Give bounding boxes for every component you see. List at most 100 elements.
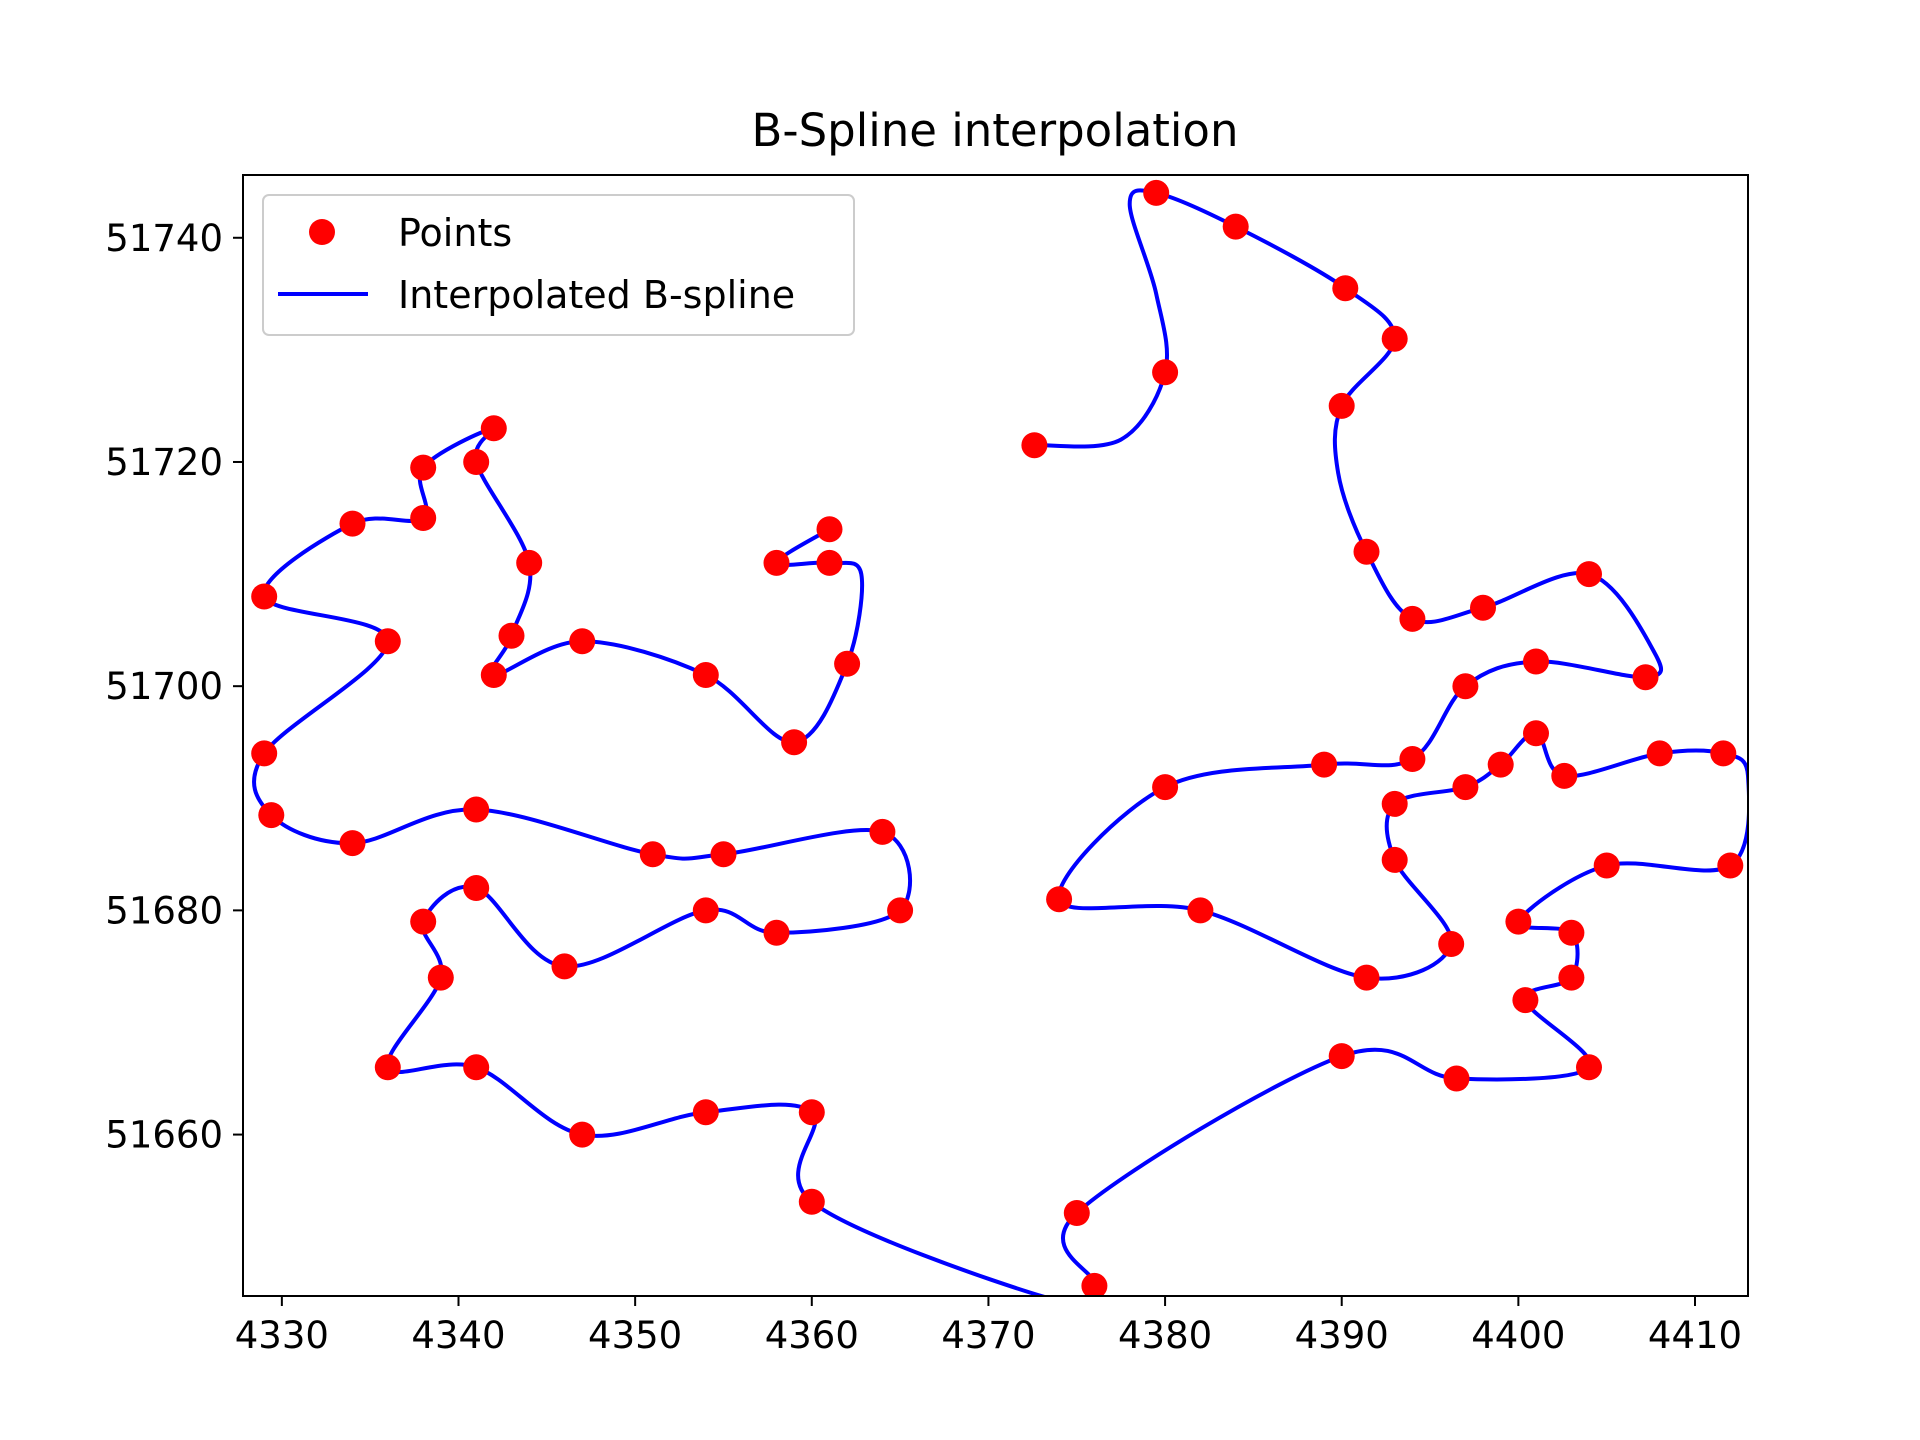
data-point bbox=[1152, 774, 1179, 801]
data-point bbox=[1311, 751, 1338, 778]
data-point bbox=[1332, 275, 1359, 302]
data-point bbox=[1443, 1065, 1470, 1092]
data-point bbox=[410, 908, 437, 935]
data-point bbox=[498, 622, 525, 649]
data-point bbox=[1353, 538, 1380, 565]
data-point bbox=[1353, 964, 1380, 991]
data-point bbox=[1576, 561, 1602, 588]
data-point bbox=[1512, 987, 1539, 1014]
data-point bbox=[1063, 1200, 1090, 1226]
data-point bbox=[1399, 746, 1426, 772]
y-tick-label: 51740 bbox=[105, 217, 223, 260]
data-point bbox=[1021, 432, 1048, 459]
data-point bbox=[1046, 886, 1073, 913]
data-point bbox=[463, 796, 490, 823]
data-point bbox=[692, 662, 719, 688]
data-point bbox=[427, 964, 454, 991]
x-axis: 4330 4340 4350 4360 4370 4380 4390 4400 4410 bbox=[235, 1296, 1742, 1357]
legend-points-marker bbox=[309, 219, 335, 245]
y-tick-label: 51700 bbox=[105, 665, 223, 708]
x-tick-label: 4360 bbox=[765, 1314, 859, 1357]
data-point bbox=[551, 953, 578, 980]
y-tick-label: 51660 bbox=[105, 1114, 223, 1157]
data-point bbox=[1717, 852, 1744, 879]
data-point bbox=[251, 740, 278, 767]
chart-title: B-Spline interpolation bbox=[752, 104, 1239, 157]
data-point bbox=[410, 454, 437, 481]
data-point bbox=[1452, 673, 1479, 700]
data-point bbox=[1558, 964, 1585, 991]
data-point bbox=[798, 1099, 825, 1126]
data-point bbox=[410, 505, 437, 531]
data-point bbox=[463, 449, 490, 475]
data-point bbox=[710, 841, 737, 868]
x-tick-label: 4410 bbox=[1648, 1314, 1742, 1357]
data-point bbox=[374, 628, 401, 655]
data-point bbox=[1710, 740, 1737, 767]
points-layer bbox=[251, 179, 1744, 1296]
legend: Points Interpolated B-spline bbox=[262, 194, 855, 336]
data-point bbox=[1328, 1043, 1355, 1070]
plot-area bbox=[242, 174, 1749, 1297]
data-point bbox=[1523, 648, 1549, 675]
data-point bbox=[1381, 790, 1408, 817]
data-point bbox=[1505, 908, 1532, 935]
plot-frame bbox=[242, 174, 1749, 1297]
data-point bbox=[1452, 774, 1479, 801]
data-point bbox=[639, 841, 666, 868]
data-point bbox=[1646, 740, 1673, 767]
data-point bbox=[339, 510, 366, 537]
data-point bbox=[692, 1099, 719, 1126]
data-point bbox=[1081, 1272, 1108, 1296]
data-point bbox=[869, 818, 896, 845]
data-point bbox=[480, 662, 507, 688]
legend-points-label: Points bbox=[398, 211, 512, 255]
data-point bbox=[258, 802, 285, 829]
x-tick-label: 4350 bbox=[588, 1314, 682, 1357]
data-point bbox=[798, 1188, 825, 1215]
data-point bbox=[1381, 846, 1408, 873]
data-point bbox=[1328, 392, 1355, 419]
data-point bbox=[834, 650, 861, 677]
data-point bbox=[763, 549, 790, 576]
data-point bbox=[1399, 605, 1426, 632]
legend-box bbox=[262, 194, 855, 336]
data-point bbox=[763, 919, 790, 946]
data-point bbox=[1558, 919, 1585, 946]
data-point bbox=[1222, 213, 1249, 240]
data-point bbox=[374, 1054, 401, 1081]
data-point bbox=[1551, 762, 1578, 789]
data-point bbox=[1381, 325, 1408, 352]
x-tick-label: 4340 bbox=[411, 1314, 505, 1357]
x-tick-label: 4390 bbox=[1295, 1314, 1389, 1357]
y-tick-label: 51720 bbox=[105, 441, 223, 484]
data-point bbox=[516, 549, 543, 576]
data-point bbox=[816, 516, 843, 543]
x-tick-label: 4400 bbox=[1471, 1314, 1565, 1357]
x-tick-label: 4330 bbox=[235, 1314, 329, 1357]
data-point bbox=[816, 549, 843, 576]
data-point bbox=[569, 1121, 596, 1148]
data-point bbox=[339, 830, 366, 857]
data-point bbox=[463, 875, 490, 901]
data-point bbox=[1523, 720, 1549, 747]
data-point bbox=[1438, 931, 1465, 957]
data-point bbox=[480, 415, 507, 442]
data-point bbox=[1632, 664, 1659, 691]
data-point bbox=[1152, 359, 1179, 386]
data-point bbox=[1576, 1054, 1602, 1081]
legend-spline-label: Interpolated B-spline bbox=[398, 273, 795, 317]
data-point bbox=[887, 897, 914, 924]
data-point bbox=[463, 1054, 490, 1081]
y-tick-label: 51680 bbox=[105, 889, 223, 932]
data-point bbox=[251, 583, 278, 610]
x-tick-label: 4370 bbox=[941, 1314, 1035, 1357]
data-point bbox=[1187, 897, 1214, 924]
data-point bbox=[1470, 594, 1496, 621]
data-point bbox=[569, 628, 596, 655]
data-point bbox=[781, 729, 808, 756]
data-point bbox=[1593, 852, 1620, 879]
x-tick-label: 4380 bbox=[1118, 1314, 1212, 1357]
data-point bbox=[1143, 179, 1170, 206]
